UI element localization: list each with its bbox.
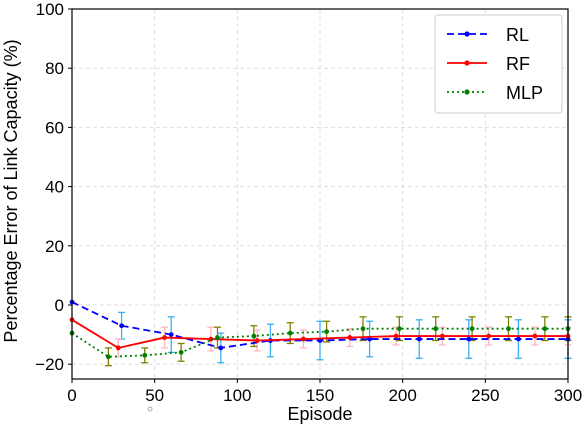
rf-point: [347, 335, 353, 340]
rf-point: [208, 336, 214, 342]
rl-point: [466, 336, 472, 342]
x-tick-label: 100: [223, 386, 251, 405]
rf-legend-marker: [464, 60, 470, 66]
mlp-series-line: [71, 327, 568, 358]
rf-legend-label: RF: [506, 54, 530, 74]
x-tick-label: 250: [471, 386, 499, 405]
rf-point: [532, 333, 538, 339]
mlp-legend-label: MLP: [506, 83, 543, 103]
mlp-point: [469, 326, 475, 332]
mlp-point: [542, 326, 548, 332]
y-tick-label: 60: [45, 118, 64, 137]
x-axis-ticks: 0 50 100 150 200 250 300: [67, 379, 582, 405]
mlp-point: [287, 330, 293, 336]
rl-legend-marker: [464, 31, 470, 37]
x-tick-label: 0: [67, 386, 76, 405]
mlp-legend-marker: [464, 89, 470, 95]
y-tick-label: 40: [45, 178, 64, 197]
legend: RL RF MLP: [434, 14, 563, 114]
mlp-point: [396, 326, 402, 332]
x-tick-label: 300: [554, 386, 582, 405]
mlp-point: [142, 352, 148, 358]
y-tick-label: 100: [36, 0, 64, 19]
rf-point: [162, 335, 167, 340]
rl-point: [119, 323, 124, 329]
x-tick-label: 50: [145, 386, 164, 405]
rl-point: [516, 336, 521, 342]
rl-legend-label: RL: [506, 25, 529, 45]
mlp-point: [178, 349, 184, 355]
mlp-point: [324, 329, 330, 335]
rf-point: [486, 333, 492, 339]
legend-box: [434, 14, 563, 114]
rf-point: [301, 336, 306, 342]
rl-point: [168, 332, 174, 337]
rf-point: [115, 345, 121, 351]
y-tick-label: 80: [45, 59, 64, 78]
y-tick-label: 0: [55, 296, 64, 315]
y-tick-label: −20: [35, 355, 64, 374]
mlp-point: [506, 326, 511, 332]
stray-marker: [147, 406, 153, 412]
mlp-point: [360, 326, 366, 332]
x-tick-label: 200: [388, 386, 416, 405]
y-tick-label: 20: [45, 237, 64, 256]
rl-point: [218, 345, 224, 351]
x-axis-title: Episode: [287, 404, 352, 424]
error-bars: [104, 311, 572, 367]
x-tick-label: 150: [306, 386, 334, 405]
rl-point: [416, 336, 422, 342]
y-axis-ticks: −20 0 20 40 60 80 100: [35, 0, 72, 374]
series-lines: [69, 299, 571, 360]
grid-lines: [72, 9, 568, 379]
mlp-point: [251, 333, 257, 339]
mlp-point: [215, 335, 220, 340]
rf-point: [254, 338, 260, 343]
y-axis-title: Percentage Error of Link Capacity (%): [1, 39, 21, 342]
rf-point: [393, 333, 399, 339]
mlp-point: [105, 354, 111, 360]
mlp-point: [433, 326, 439, 332]
rf-series-line: [71, 319, 568, 349]
rf-point: [439, 333, 445, 339]
